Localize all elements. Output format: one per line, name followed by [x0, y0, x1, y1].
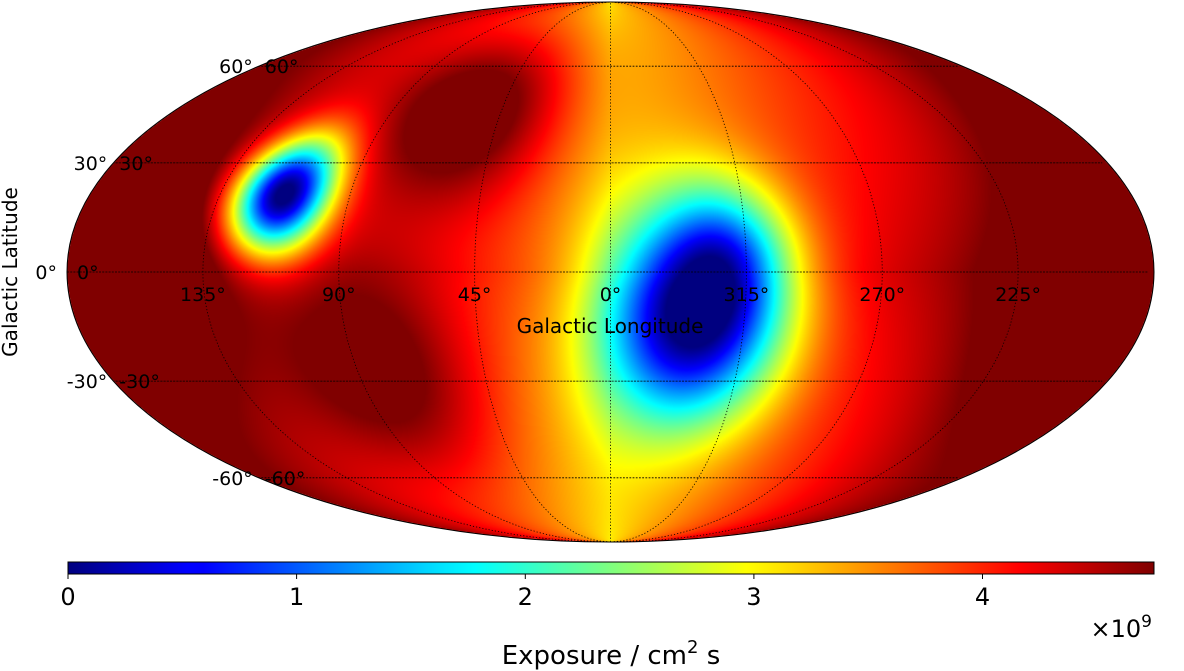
colorbar-title: Exposure / cm2 s — [502, 637, 721, 671]
latitude-label-left: 30° — [74, 153, 108, 175]
latitude-label-left: 0° — [35, 262, 57, 284]
colorbar-tick-label: 4 — [975, 583, 990, 611]
colorbar: 0 1 2 3 4 ×109 Exposure / cm2 s — [60, 561, 1155, 671]
sky-map-plot — [66, 1, 1155, 543]
map-border — [66, 1, 1155, 543]
graticule — [67, 2, 1148, 542]
colorbar-gradient — [67, 561, 1155, 575]
colorbar-ticks: 0 1 2 3 4 — [60, 574, 990, 611]
latitude-label-right: 30° — [119, 153, 153, 175]
longitude-label: 225° — [995, 284, 1041, 306]
latitude-tick-labels: 60° 60° 30° 30° 0° 0° -30° -30° -60° -60° — [35, 56, 305, 490]
latitude-label-left: -30° — [67, 371, 108, 393]
colorbar-multiplier: ×109 — [1091, 612, 1152, 643]
longitude-label: 270° — [859, 284, 905, 306]
meridian-line — [610, 2, 1019, 542]
meridian-line — [610, 2, 747, 542]
meridian-line — [202, 2, 611, 542]
colorbar-tick-label: 0 — [60, 583, 75, 611]
x-axis-title: Galactic Longitude — [517, 314, 704, 338]
colorbar-tick-label: 2 — [518, 583, 533, 611]
meridian-line — [610, 2, 883, 542]
colorbar-tick-label: 3 — [746, 583, 761, 611]
longitude-label: 135° — [180, 284, 226, 306]
latitude-label-right: -30° — [119, 371, 160, 393]
longitude-label: 45° — [458, 284, 492, 306]
longitude-label: 0° — [600, 284, 622, 306]
meridian-line — [474, 2, 611, 542]
latitude-label-left: -60° — [212, 468, 253, 490]
colorbar-tick-label: 1 — [289, 583, 304, 611]
latitude-label-right: -60° — [265, 468, 306, 490]
longitude-label: 90° — [322, 284, 356, 306]
longitude-label: 315° — [724, 284, 770, 306]
latitude-label-right: 0° — [77, 262, 99, 284]
latitude-label-left: 60° — [219, 56, 253, 78]
y-axis-title: Galactic Latitude — [0, 187, 22, 357]
longitude-tick-labels: 135° 90° 45° 0° 315° 270° 225° — [180, 284, 1041, 306]
latitude-label-right: 60° — [265, 56, 299, 78]
meridian-line — [338, 2, 611, 542]
